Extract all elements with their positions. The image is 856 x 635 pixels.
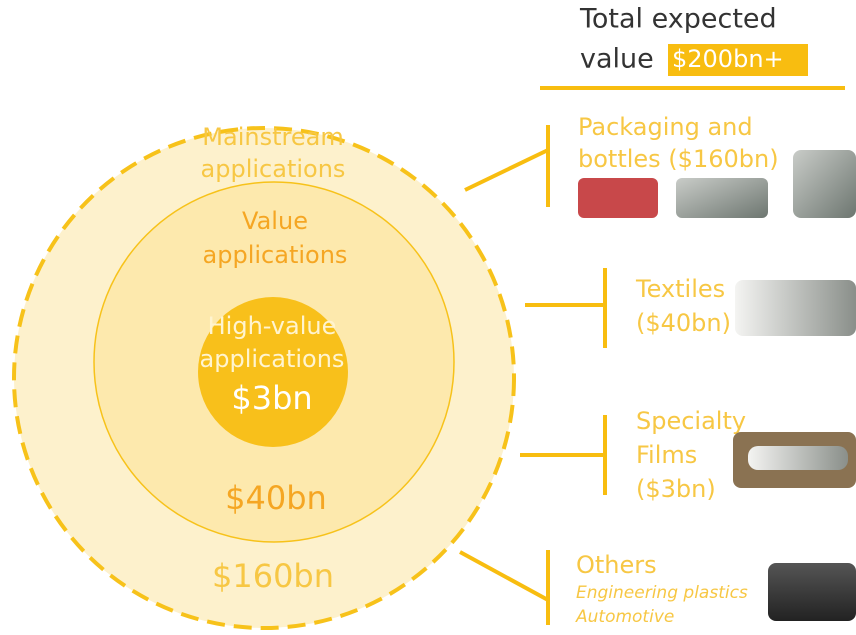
photo-detail xyxy=(748,446,848,470)
segment-label: Films xyxy=(636,441,697,469)
ring-value: $160bn xyxy=(212,557,334,595)
segment-label: bottles ($160bn) xyxy=(578,145,779,173)
ring-label: Mainstream xyxy=(202,123,343,151)
ring-label: High-value xyxy=(208,312,337,340)
ring-label: applications xyxy=(203,241,348,269)
segment-label: Textiles xyxy=(635,275,725,303)
total-value: $200bn+ xyxy=(672,45,784,73)
photo xyxy=(735,280,856,336)
segment-example: Automotive xyxy=(575,607,674,627)
ring-label: Value xyxy=(242,207,308,235)
segment-label: ($40bn) xyxy=(636,309,731,337)
segment-label: Packaging and xyxy=(578,113,753,141)
photo xyxy=(676,178,768,218)
photo xyxy=(768,563,856,621)
ring-label: applications xyxy=(201,155,346,183)
inner-ring xyxy=(198,297,348,447)
segment-label: ($3bn) xyxy=(636,475,716,503)
photo xyxy=(578,178,658,218)
segment-label: Specialty xyxy=(636,407,746,435)
segment-example: Engineering plastics xyxy=(576,583,748,603)
title-line: Total expected xyxy=(579,4,777,35)
ring-value: $40bn xyxy=(225,479,327,517)
ring-label: applications xyxy=(200,345,345,373)
segment-label: Others xyxy=(576,551,657,579)
ring-value: $3bn xyxy=(231,379,312,417)
title-line: value xyxy=(580,44,654,75)
photo xyxy=(793,150,856,218)
highlight xyxy=(668,44,808,76)
connectors xyxy=(459,125,607,625)
